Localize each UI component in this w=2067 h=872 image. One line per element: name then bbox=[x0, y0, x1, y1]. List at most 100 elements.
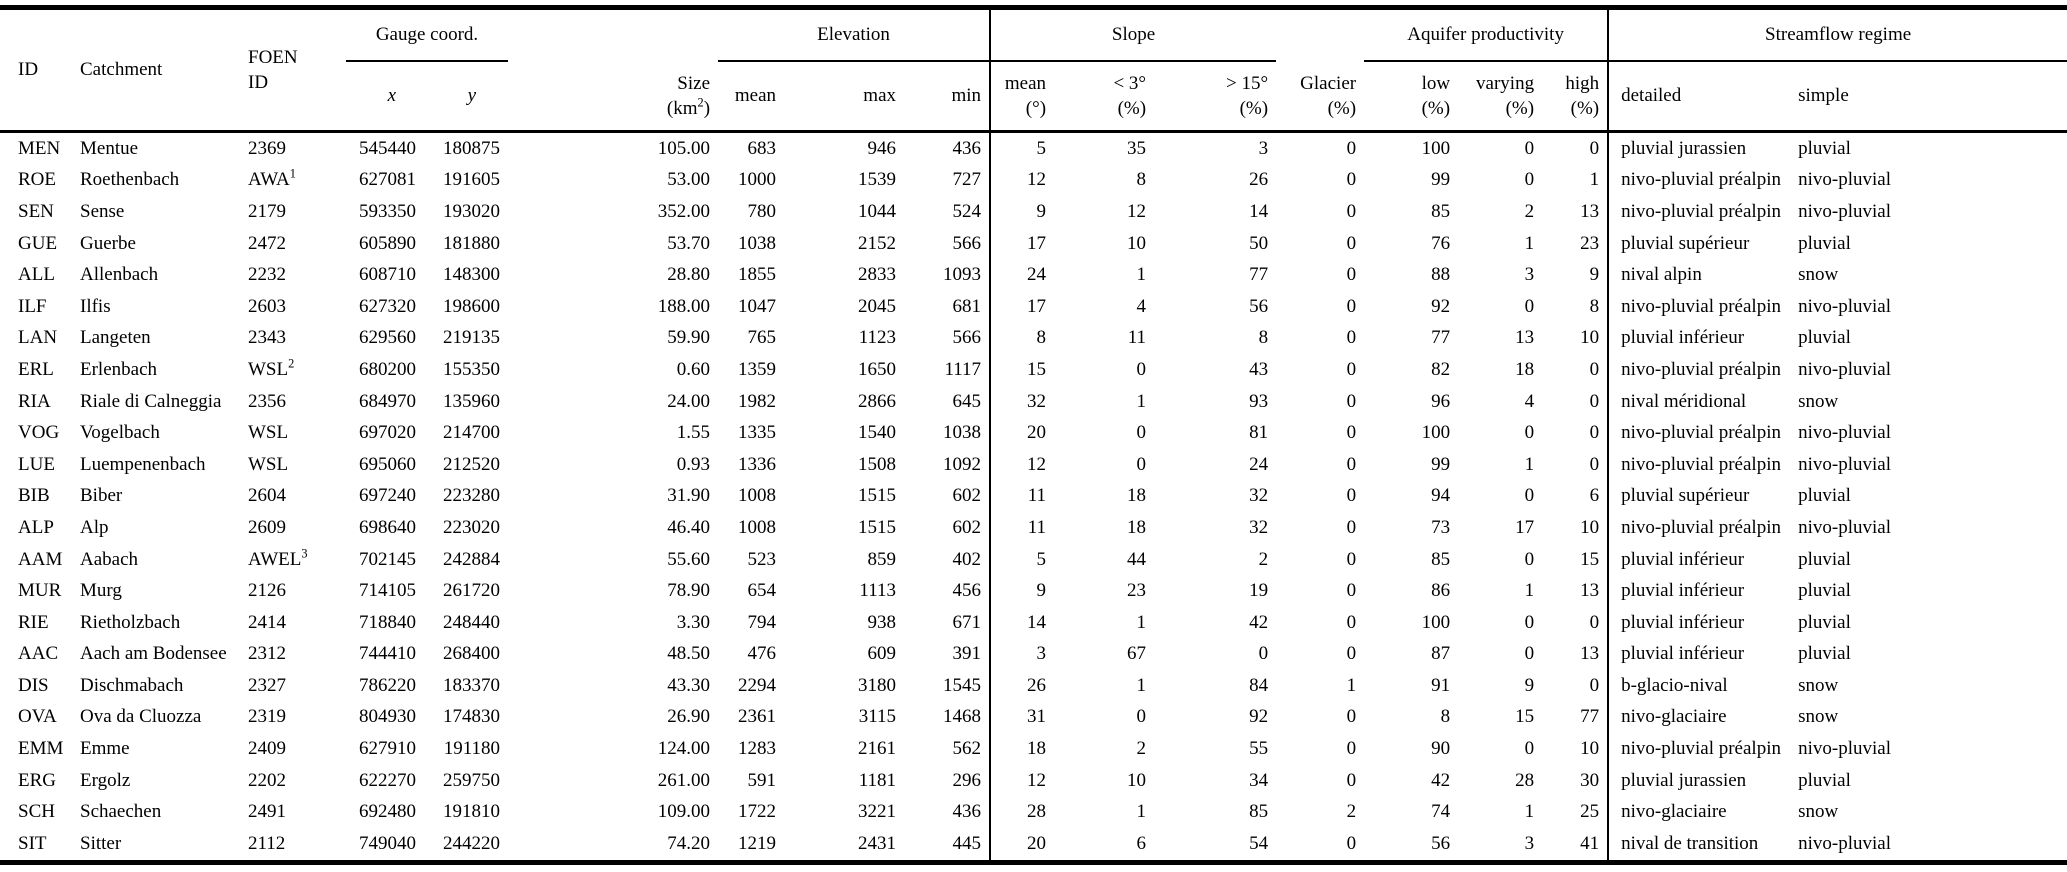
cell-id: DIS bbox=[18, 674, 49, 696]
cell-aq-high: 6 bbox=[1589, 485, 1600, 507]
cell-foen: 2179 bbox=[248, 200, 286, 222]
cell-aq-varying: 1 bbox=[1524, 232, 1535, 254]
cell-slope-lt3: 1 bbox=[1136, 390, 1147, 412]
cell-elev-max: 1515 bbox=[858, 485, 897, 507]
cell-elev-min: 524 bbox=[952, 200, 982, 222]
cell-elev-min: 456 bbox=[952, 580, 982, 602]
cell-x: 697240 bbox=[359, 485, 416, 507]
cell-regime-simple: pluvial bbox=[1798, 769, 1851, 791]
cell-regime-detailed: pluvial inférieur bbox=[1607, 575, 1799, 607]
cell-elev-min: 436 bbox=[952, 801, 982, 823]
cell-elev-max: 1044 bbox=[858, 200, 897, 222]
cell-regime-detailed: nivo-pluvial préalpin bbox=[1607, 733, 1799, 765]
cell-slope-mean: 31 bbox=[989, 701, 1055, 734]
table-row: ROE Roethenbach AWA1 627081 191605 53.00 1000 1… bbox=[0, 164, 2067, 197]
cell-slope-lt3: 6 bbox=[1136, 832, 1147, 854]
cell-slope-mean: 28 bbox=[989, 796, 1055, 829]
cell-size: 55.60 bbox=[667, 548, 711, 570]
cell-size: 26.90 bbox=[667, 706, 711, 728]
table-row: VOG Vogelbach WSL 697020 214700 1.55 1335 1540 1… bbox=[0, 417, 2067, 449]
cell-elev-max: 2833 bbox=[858, 264, 897, 286]
cell-elev-max: 3115 bbox=[858, 706, 897, 728]
cell-aq-low: 56 bbox=[1431, 832, 1451, 854]
cell-slope-lt3: 44 bbox=[1127, 548, 1147, 570]
table-row: LAN Langeten 2343 629560 219135 59.90 765 1123 5… bbox=[0, 322, 2067, 355]
cell-aq-low: 91 bbox=[1431, 674, 1451, 696]
cell-regime-detailed: pluvial inférieur bbox=[1607, 543, 1799, 576]
cell-elev-mean: 1855 bbox=[738, 264, 777, 286]
cell-elev-min: 727 bbox=[952, 169, 982, 191]
cell-slope-lt3: 0 bbox=[1136, 453, 1147, 475]
cell-elev-min: 566 bbox=[952, 327, 982, 349]
cell-y: 219135 bbox=[443, 327, 501, 349]
cell-slope-gt15: 19 bbox=[1249, 580, 1269, 602]
cell-aq-varying: 1 bbox=[1524, 580, 1535, 602]
cell-y: 193020 bbox=[443, 200, 501, 222]
cell-catchment: Guerbe bbox=[80, 232, 136, 254]
cell-size: 31.90 bbox=[667, 485, 711, 507]
cell-aq-low: 100 bbox=[1421, 611, 1451, 633]
cell-aq-varying: 0 bbox=[1524, 611, 1535, 633]
cell-regime-simple: nivo-pluvial bbox=[1798, 516, 1891, 538]
cell-aq-varying: 28 bbox=[1515, 769, 1535, 791]
cell-aq-high: 13 bbox=[1580, 580, 1600, 602]
cell-elev-mean: 1336 bbox=[738, 453, 777, 475]
cell-glacier: 0 bbox=[1346, 738, 1357, 760]
cell-slope-lt3: 4 bbox=[1136, 295, 1147, 317]
cell-glacier: 0 bbox=[1346, 200, 1357, 222]
cell-size: 59.90 bbox=[667, 327, 711, 349]
cell-regime-detailed: pluvial supérieur bbox=[1607, 480, 1799, 513]
cell-regime-detailed: pluvial supérieur bbox=[1607, 227, 1799, 260]
cell-slope-gt15: 92 bbox=[1249, 706, 1269, 728]
cell-aq-high: 15 bbox=[1580, 548, 1600, 570]
cell-catchment: Ilfis bbox=[80, 295, 111, 317]
cell-regime-simple: nivo-pluvial bbox=[1798, 453, 1891, 475]
cell-glacier: 0 bbox=[1346, 264, 1357, 286]
column-header-regime-simple: simple bbox=[1798, 85, 1849, 106]
cell-slope-mean: 12 bbox=[989, 448, 1055, 481]
cell-elev-mean: 476 bbox=[747, 643, 777, 665]
cell-y: 148300 bbox=[443, 264, 501, 286]
cell-aq-varying: 17 bbox=[1515, 516, 1535, 538]
cell-regime-detailed: nivo-pluvial préalpin bbox=[1607, 290, 1799, 323]
cell-id: OVA bbox=[18, 706, 57, 728]
cell-y: 191180 bbox=[443, 738, 501, 760]
cell-slope-gt15: 32 bbox=[1249, 485, 1269, 507]
cell-elev-min: 1038 bbox=[943, 422, 982, 444]
cell-size: 352.00 bbox=[657, 200, 711, 222]
cell-aq-varying: 0 bbox=[1524, 485, 1535, 507]
cell-regime-simple: nivo-pluvial bbox=[1798, 422, 1891, 444]
cell-catchment: Roethenbach bbox=[80, 169, 180, 191]
cell-aq-high: 9 bbox=[1589, 264, 1600, 286]
column-header-glacier: Glacier (%) bbox=[1300, 72, 1357, 119]
cell-glacier: 0 bbox=[1346, 390, 1357, 412]
cell-elev-mean: 765 bbox=[747, 327, 777, 349]
cell-glacier: 2 bbox=[1346, 801, 1357, 823]
cell-elev-max: 3221 bbox=[858, 801, 897, 823]
cell-catchment: Biber bbox=[80, 485, 123, 507]
group-header-slope: Slope bbox=[989, 7, 1277, 62]
cell-slope-mean: 9 bbox=[989, 575, 1055, 607]
foen-footnote-marker: 2 bbox=[288, 356, 295, 371]
cell-catchment: Luempenenbach bbox=[80, 453, 206, 475]
cell-regime-detailed: nivo-pluvial préalpin bbox=[1607, 512, 1799, 544]
cell-slope-mean: 15 bbox=[989, 354, 1055, 386]
cell-elev-max: 1123 bbox=[858, 327, 897, 349]
table-row: OVA Ova da Cluozza 2319 804930 174830 26.90 23… bbox=[0, 701, 2067, 734]
cell-glacier: 0 bbox=[1346, 580, 1357, 602]
cell-regime-detailed: pluvial inférieur bbox=[1607, 322, 1799, 355]
cell-catchment: Vogelbach bbox=[80, 422, 160, 444]
cell-aq-varying: 13 bbox=[1515, 327, 1535, 349]
cell-elev-mean: 2361 bbox=[738, 706, 777, 728]
cell-catchment: Aach am Bodensee bbox=[80, 643, 227, 665]
cell-elev-mean: 1008 bbox=[738, 516, 777, 538]
foen-footnote-marker: 3 bbox=[301, 546, 308, 561]
cell-aq-low: 94 bbox=[1431, 485, 1451, 507]
cell-slope-mean: 17 bbox=[989, 227, 1055, 260]
cell-elev-max: 2045 bbox=[858, 295, 897, 317]
table-row: DIS Dischmabach 2327 786220 183370 43.30 2294 3… bbox=[0, 670, 2067, 702]
group-header-elevation: Elevation bbox=[718, 7, 991, 62]
table-row: AAM Aabach AWEL3 702145 242884 55.60 523 859 402… bbox=[0, 543, 2067, 576]
column-header-slope-gt15: > 15° (%) bbox=[1226, 72, 1269, 119]
cell-elev-mean: 2294 bbox=[738, 674, 777, 696]
